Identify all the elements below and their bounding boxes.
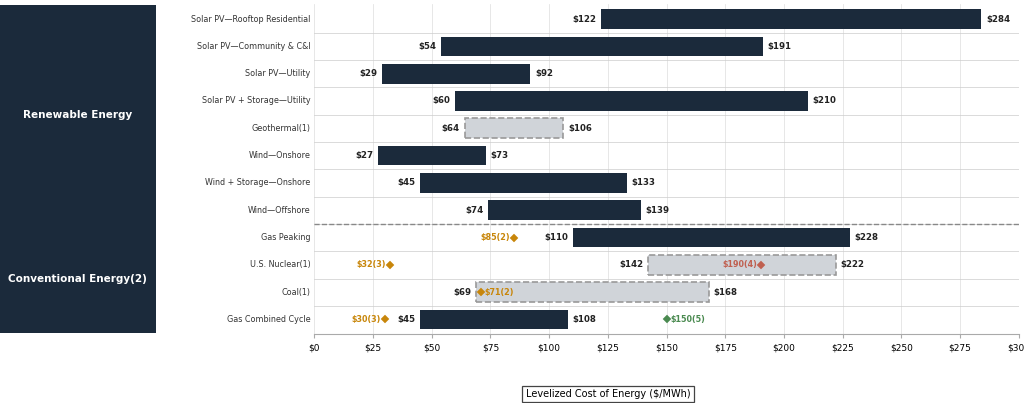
- Text: $64: $64: [441, 124, 460, 133]
- Text: $45: $45: [397, 315, 416, 324]
- Text: $73: $73: [490, 151, 509, 160]
- Text: Levelized Cost of Energy ($/MWh): Levelized Cost of Energy ($/MWh): [525, 389, 690, 399]
- Text: Solar PV + Storage—Utility: Solar PV + Storage—Utility: [202, 96, 310, 106]
- Text: $27: $27: [355, 151, 373, 160]
- Text: Gas Combined Cycle: Gas Combined Cycle: [226, 315, 310, 324]
- Text: $284: $284: [986, 15, 1010, 23]
- Bar: [441, 37, 763, 56]
- Text: $228: $228: [854, 233, 879, 242]
- Text: $210: $210: [812, 96, 837, 106]
- Text: $69: $69: [454, 288, 472, 297]
- Text: Wind—Onshore: Wind—Onshore: [249, 151, 310, 160]
- Text: $45: $45: [397, 179, 416, 187]
- Text: $60: $60: [433, 96, 451, 106]
- Text: Conventional Energy(2): Conventional Energy(2): [8, 274, 147, 283]
- Text: Renewable Energy: Renewable Energy: [24, 110, 132, 120]
- Text: Gas Peaking: Gas Peaking: [261, 233, 310, 242]
- Text: Geothermal(1): Geothermal(1): [251, 124, 310, 133]
- Text: $85(2): $85(2): [481, 233, 510, 242]
- FancyBboxPatch shape: [476, 283, 709, 302]
- Text: $190(4): $190(4): [722, 260, 757, 269]
- Text: $92: $92: [536, 69, 553, 78]
- Text: $139: $139: [645, 206, 670, 215]
- FancyBboxPatch shape: [465, 118, 563, 138]
- FancyBboxPatch shape: [648, 255, 836, 275]
- Bar: [572, 228, 850, 247]
- Text: $32(3): $32(3): [356, 260, 386, 269]
- Text: $168: $168: [714, 288, 737, 297]
- Text: $122: $122: [572, 15, 596, 23]
- Text: Solar PV—Rooftop Residential: Solar PV—Rooftop Residential: [190, 15, 310, 23]
- Text: Wind + Storage—Onshore: Wind + Storage—Onshore: [205, 179, 310, 187]
- Text: $106: $106: [568, 124, 592, 133]
- Text: $191: $191: [768, 42, 792, 51]
- Text: $110: $110: [544, 233, 568, 242]
- Text: $222: $222: [841, 260, 864, 269]
- Bar: [420, 310, 568, 329]
- Bar: [420, 173, 627, 193]
- Text: Solar PV—Utility: Solar PV—Utility: [245, 69, 310, 78]
- Text: $29: $29: [359, 69, 378, 78]
- Text: $74: $74: [465, 206, 483, 215]
- Text: $133: $133: [632, 179, 655, 187]
- Bar: [378, 146, 485, 166]
- Text: Coal(1): Coal(1): [282, 288, 310, 297]
- Bar: [383, 64, 530, 83]
- Text: $142: $142: [620, 260, 643, 269]
- Text: $150(5): $150(5): [670, 315, 705, 324]
- Text: $71(2): $71(2): [484, 288, 514, 297]
- Bar: [601, 9, 981, 29]
- Bar: [488, 200, 641, 220]
- Bar: [456, 91, 808, 111]
- Text: Wind—Offshore: Wind—Offshore: [248, 206, 310, 215]
- Text: $108: $108: [572, 315, 597, 324]
- Text: U.S. Nuclear(1): U.S. Nuclear(1): [250, 260, 310, 269]
- Text: $30(3): $30(3): [352, 315, 381, 324]
- Text: Solar PV—Community & C&I: Solar PV—Community & C&I: [197, 42, 310, 51]
- Text: $54: $54: [419, 42, 436, 51]
